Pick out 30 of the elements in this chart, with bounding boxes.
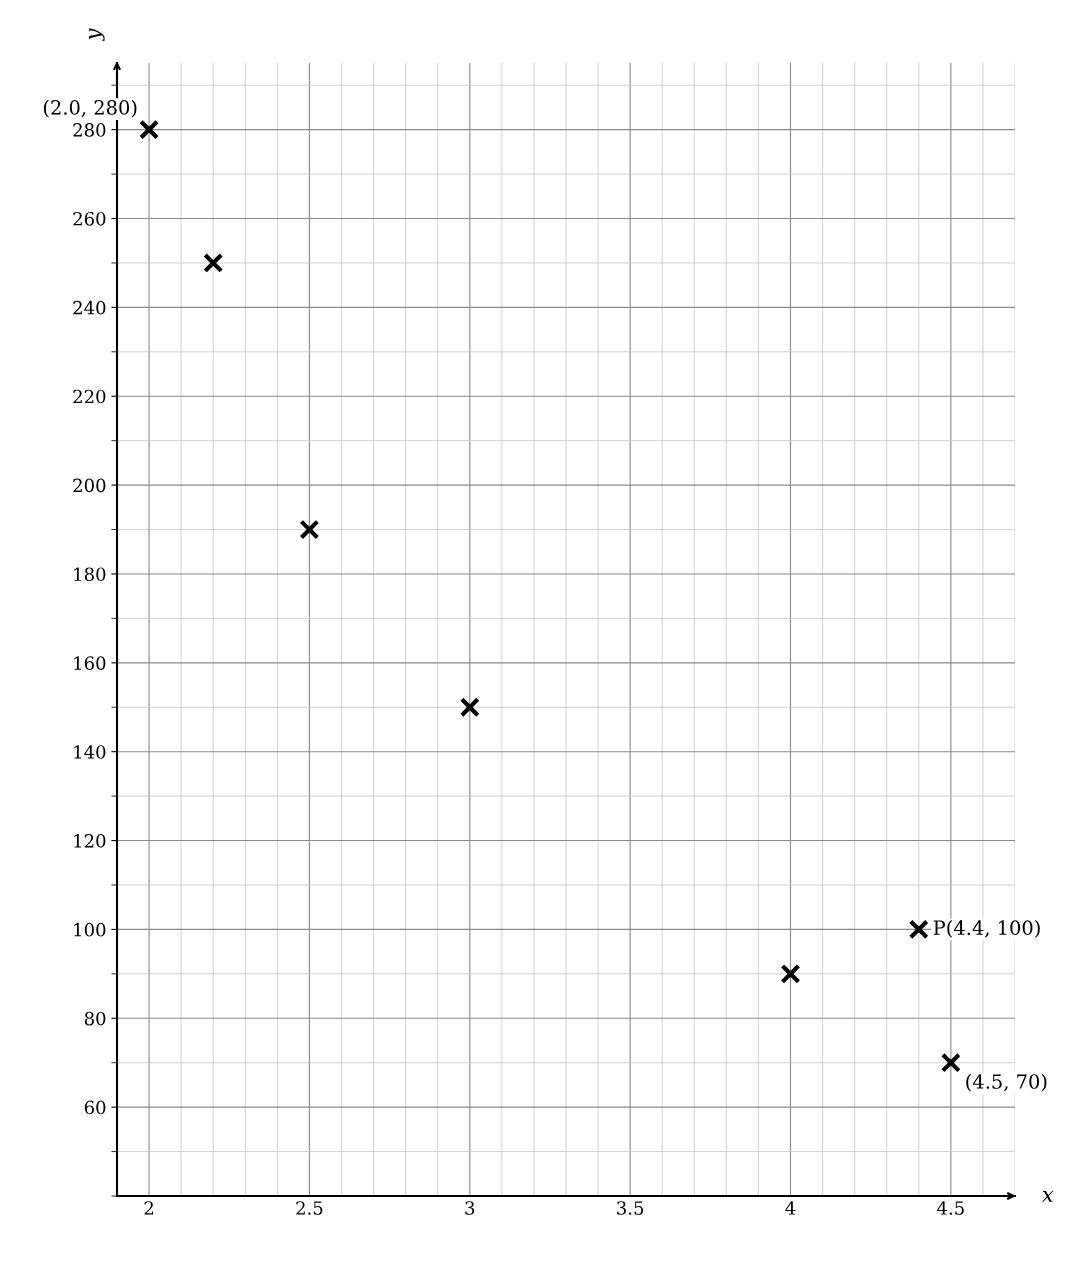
- annotation: (2.0, 280): [43, 99, 137, 118]
- y-tick-label: 80: [84, 1011, 106, 1026]
- annotation: (4.5, 70): [966, 1073, 1047, 1092]
- x-tick-label: 2: [144, 1201, 154, 1215]
- y-tick-label: 200: [73, 478, 106, 493]
- x-tick-label: 4: [785, 1201, 796, 1215]
- y-tick-label: 240: [73, 300, 106, 315]
- y-tick-label: 120: [74, 834, 106, 848]
- x-tick-label: 4.5: [937, 1201, 964, 1215]
- x-axis-title: x: [1042, 1190, 1054, 1202]
- annotation: P(4.4, 100): [933, 920, 1040, 938]
- point: [940, 1052, 961, 1073]
- y-tick-label: 280: [73, 123, 106, 137]
- y-tick-label: 60: [84, 1100, 106, 1115]
- point: [139, 119, 160, 140]
- y-axis-title: y: [89, 28, 105, 42]
- y-tick-label: 160: [74, 656, 106, 670]
- x-tick-label: 3.5: [617, 1201, 644, 1215]
- y-tick-label: 140: [74, 745, 106, 759]
- point: [203, 252, 224, 273]
- point: [299, 519, 320, 540]
- point: [780, 963, 801, 984]
- y-tick-label: 180: [74, 567, 106, 582]
- point: [459, 697, 480, 718]
- y-tick-label: 260: [73, 211, 106, 226]
- y-tick-label: 220: [73, 389, 106, 404]
- point: [908, 919, 929, 940]
- y-tick-label: 100: [74, 922, 106, 937]
- x-tick-label: 2.5: [296, 1201, 323, 1215]
- x-tick-label: 3: [465, 1201, 475, 1215]
